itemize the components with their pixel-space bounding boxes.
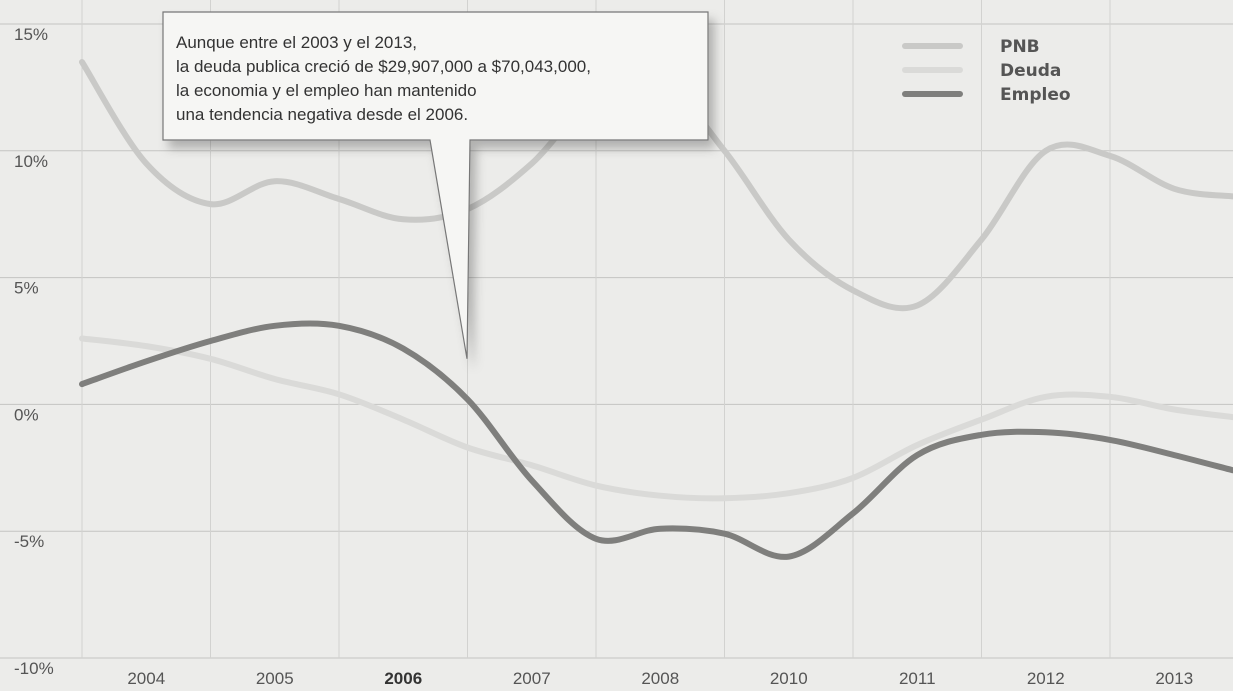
y-tick-label: 15% [14,25,48,44]
callout-line-1: Aunque entre el 2003 y el 2013, [176,33,417,52]
callout-box [162,11,709,359]
x-tick-label: 2012 [1027,669,1065,688]
x-tick-label: 2008 [641,669,679,688]
series-line-deuda [79,335,1233,502]
legend: PNB Deuda Empleo [902,37,1071,105]
annotation-callout: Aunque entre el 2003 y el 2013, la deuda… [162,11,709,359]
x-tick-label: 2010 [770,669,808,688]
legend-label-empleo: Empleo [1000,85,1071,105]
x-tick-label: 2006 [384,669,422,688]
x-tick-label: 2005 [256,669,294,688]
legend-label-deuda: Deuda [1000,61,1061,81]
legend-label-pnb: PNB [1000,37,1040,57]
x-tick-label: 2013 [1155,669,1193,688]
callout-line-3: la economia y el empleo han mantenido [176,81,477,100]
series-line-empleo [79,320,1233,560]
x-tick-label: 2011 [899,669,936,688]
callout-line-2: la deuda publica creció de $29,907,000 a… [176,57,591,76]
y-tick-label: 0% [14,405,39,424]
x-tick-label: 2007 [513,669,551,688]
y-tick-label: -10% [14,659,54,678]
callout-line-4: una tendencia negativa desde el 2006. [176,105,468,124]
y-tick-label: 10% [14,152,48,171]
x-tick-label: 2004 [127,669,165,688]
y-axis-labels: 15% 10% 5% 0% -5% -10% [14,25,54,678]
y-tick-label: 5% [14,279,39,298]
x-axis-labels: 2004 2005 2006 2007 2008 2010 2011 2012 2013 [127,669,1193,688]
y-tick-label: -5% [14,532,44,551]
